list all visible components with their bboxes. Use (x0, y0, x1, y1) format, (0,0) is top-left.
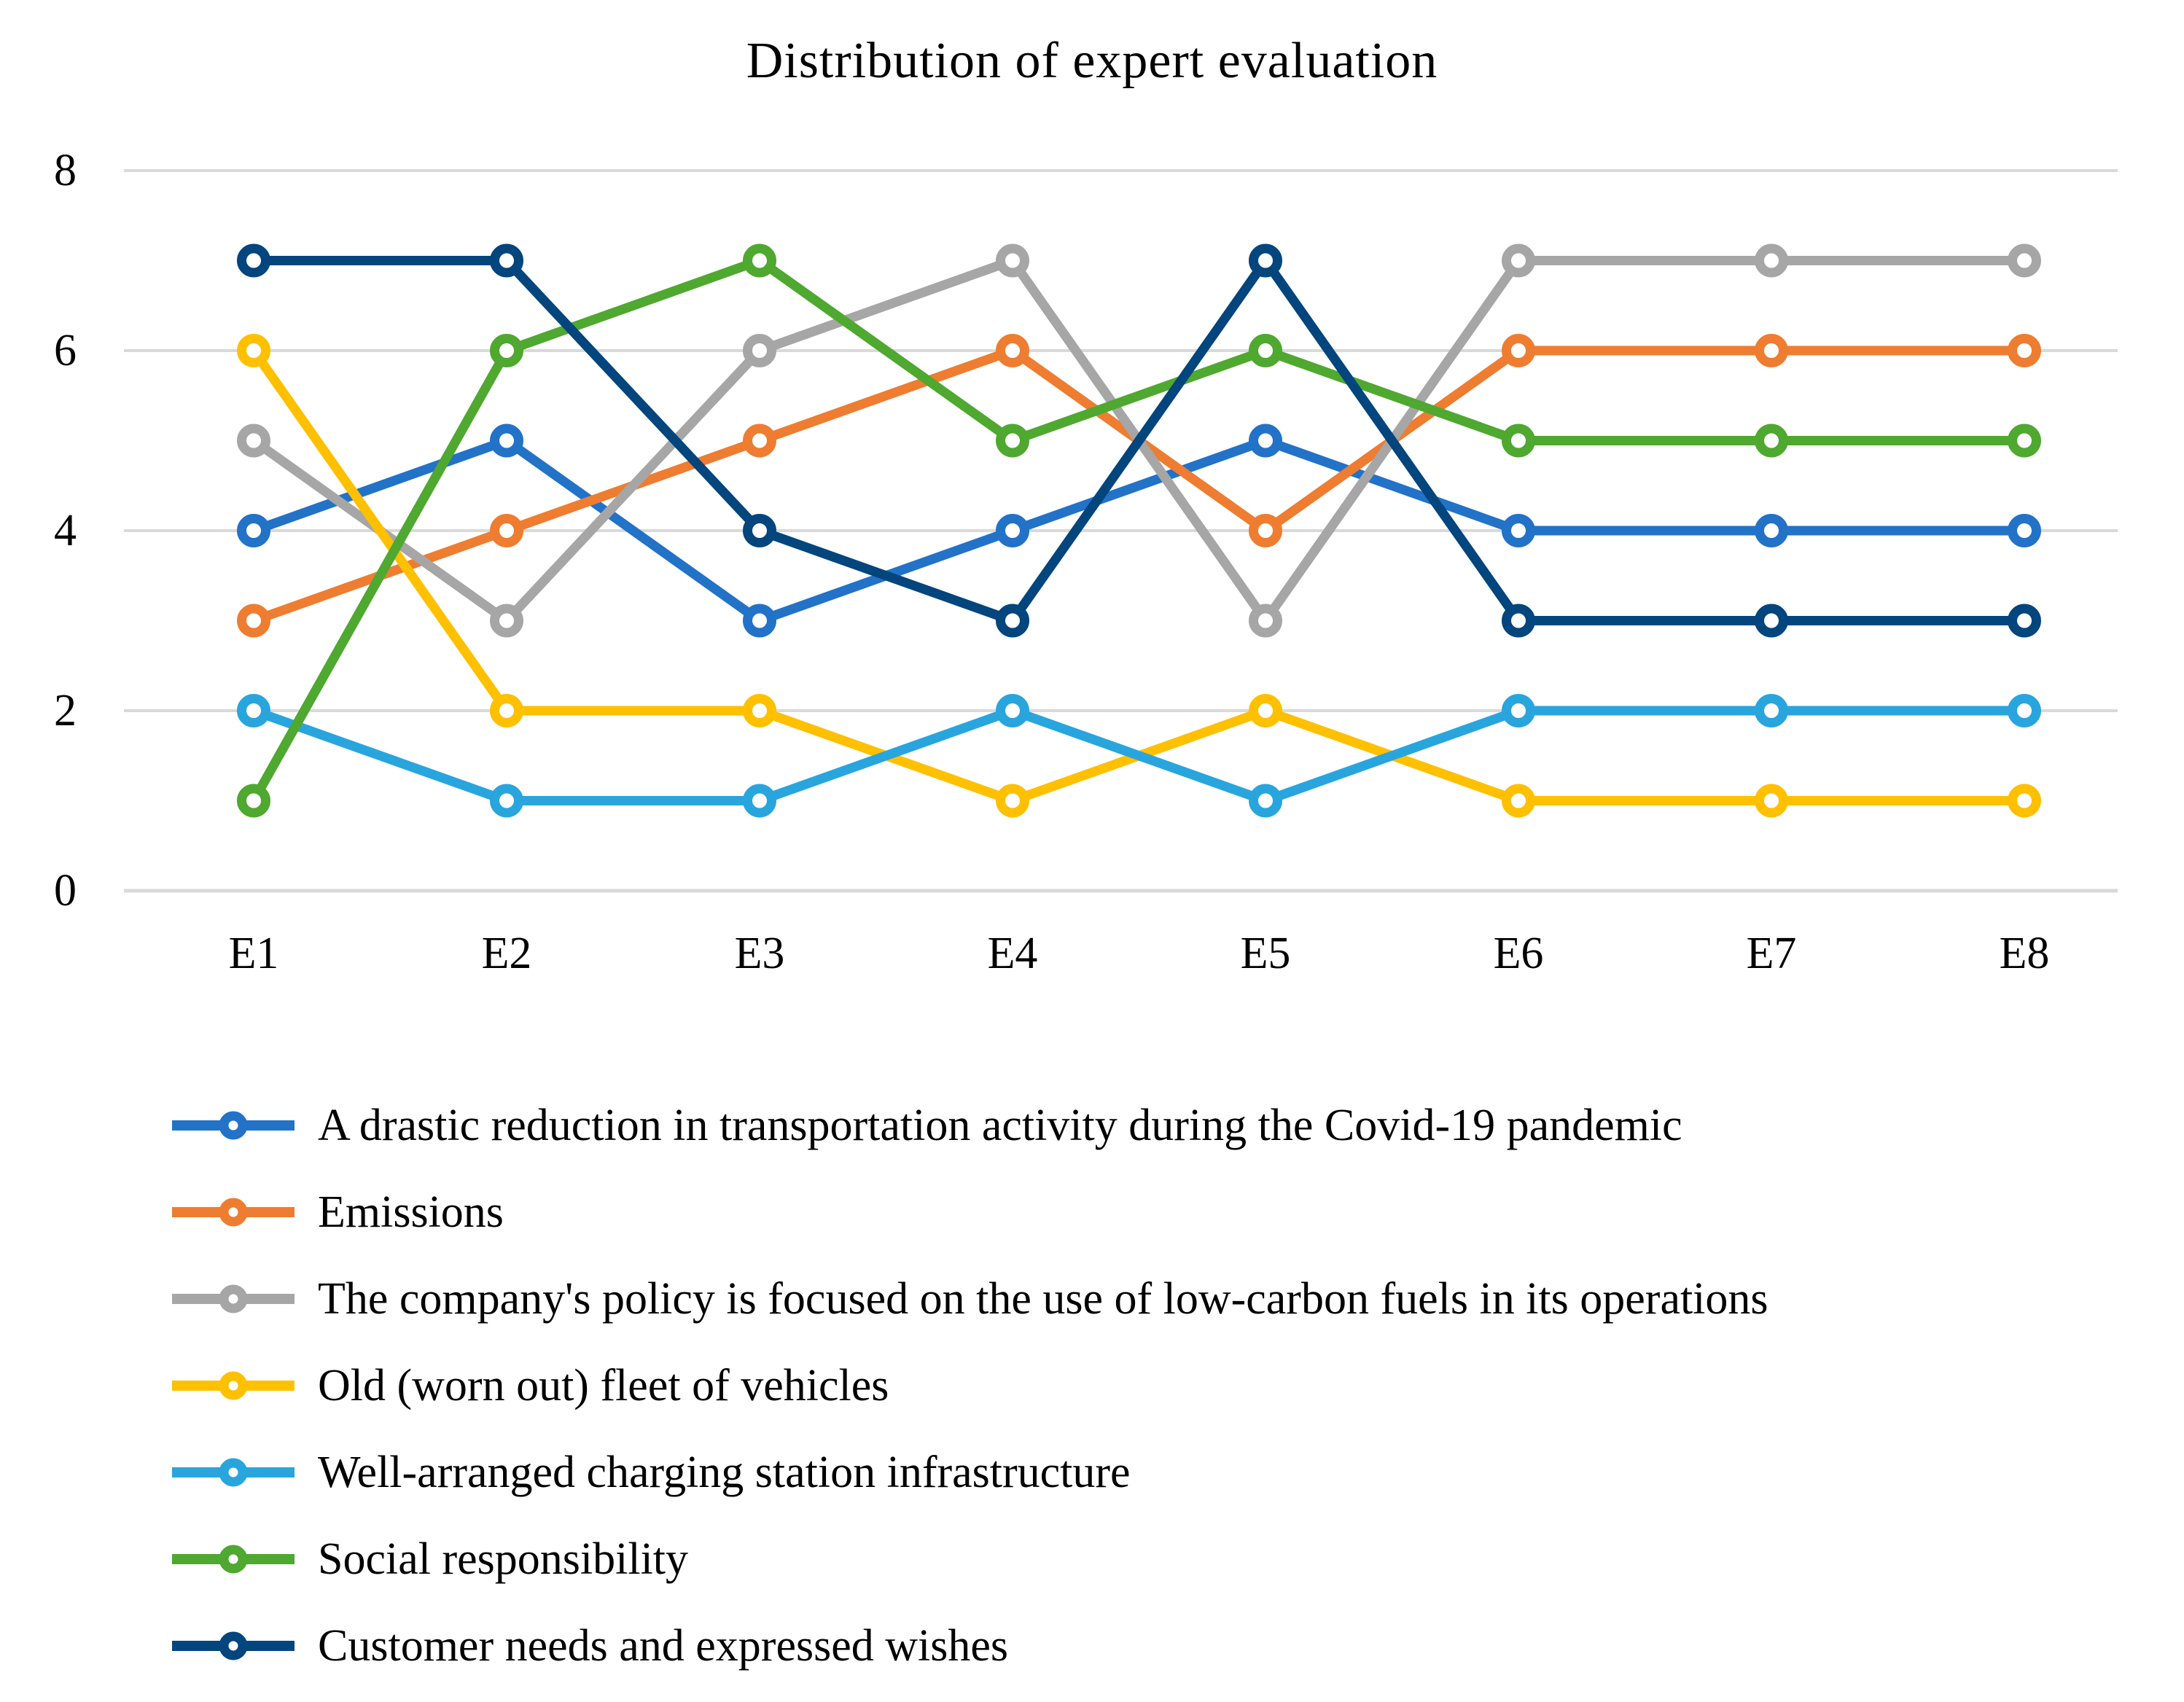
data-point-e6-customer-needs-and-expressed-wishes (1502, 604, 1535, 638)
series-line-customer-needs-and-expressed-wishes (249, 256, 2029, 625)
data-point-e7-emissions (1755, 334, 1788, 367)
data-point-e5-customer-needs-and-expressed-wishes (1249, 243, 1282, 278)
legend-item-label: Old (worn out) fleet of vehicles (318, 1360, 889, 1410)
data-point-e8-well-arranged-charging-station-infrastructure (2008, 694, 2041, 727)
legend-item-label: The company's policy is focused on the u… (318, 1273, 1768, 1324)
legend-item-label: Well-arranged charging station infrastru… (318, 1447, 1131, 1497)
data-point-e4-well-arranged-charging-station-infrastructure (996, 694, 1029, 727)
data-point-e3-social-responsibility (743, 243, 776, 278)
x-axis-tick-label: E3 (735, 929, 785, 978)
data-point-e4-social-responsibility (996, 423, 1029, 458)
legend-item-social-responsibility: Social responsibility (171, 1515, 1768, 1602)
data-point-e6-emissions (1502, 334, 1535, 367)
legend-marker-icon (172, 1545, 295, 1573)
data-point-e7-a-drastic-reduction-in-transportation-activity-d (1755, 514, 1788, 547)
legend-item-label: Emissions (318, 1187, 504, 1237)
legend-marker-icon (172, 1371, 295, 1400)
data-point-e8-the-company-s-policy-is-focused-on-the-use-of-lo (2008, 243, 2041, 278)
data-point-e8-emissions (2008, 334, 2041, 367)
data-point-e2-social-responsibility (490, 334, 523, 367)
data-point-e4-emissions (996, 334, 1029, 367)
data-point-e6-social-responsibility (1502, 423, 1535, 458)
series-line-a-drastic-reduction-in-transportation-activity-d (249, 436, 2029, 625)
data-point-e8-social-responsibility (2008, 423, 2041, 458)
data-point-e2-well-arranged-charging-station-infrastructure (490, 784, 523, 818)
data-point-e7-the-company-s-policy-is-focused-on-the-use-of-lo (1755, 243, 1788, 278)
chart-title: Distribution of expert evaluation (746, 33, 1438, 89)
legend-marker-icon (172, 1198, 295, 1226)
data-point-e3-customer-needs-and-expressed-wishes (743, 514, 776, 547)
data-point-e3-well-arranged-charging-station-infrastructure (743, 784, 776, 818)
data-point-e1-a-drastic-reduction-in-transportation-activity-d (237, 514, 270, 547)
data-point-e8-customer-needs-and-expressed-wishes (2008, 604, 2041, 638)
data-point-e1-emissions (237, 604, 270, 638)
legend-item-label: Social responsibility (318, 1534, 689, 1584)
data-point-e3-old-worn-out-fleet-of-vehicles (743, 694, 776, 727)
data-point-e6-the-company-s-policy-is-focused-on-the-use-of-lo (1502, 243, 1535, 278)
data-point-e4-old-worn-out-fleet-of-vehicles (996, 784, 1029, 818)
data-point-e2-a-drastic-reduction-in-transportation-activity-d (490, 423, 523, 458)
legend-marker-icon (172, 1284, 295, 1313)
data-point-e6-a-drastic-reduction-in-transportation-activity-d (1502, 514, 1535, 547)
data-point-e2-the-company-s-policy-is-focused-on-the-use-of-lo (490, 604, 523, 638)
y-axis-tick-label: 4 (54, 506, 77, 555)
legend-item-old-worn-out-fleet-of-vehicles: Old (worn out) fleet of vehicles (171, 1342, 1768, 1429)
x-axis-tick-label: E5 (1241, 929, 1291, 978)
legend-item-label: Customer needs and expressed wishes (318, 1620, 1009, 1671)
legend-item-a-drastic-reduction-in-transportation-activity-d: A drastic reduction in transportation ac… (171, 1082, 1768, 1168)
data-point-e1-customer-needs-and-expressed-wishes (237, 243, 270, 278)
legend-marker-icon (172, 1631, 295, 1660)
data-point-e1-well-arranged-charging-station-infrastructure (237, 694, 270, 727)
y-axis-tick-label: 0 (54, 866, 77, 916)
data-point-e8-old-worn-out-fleet-of-vehicles (2008, 784, 2041, 818)
x-axis-tick-label: E7 (1747, 929, 1797, 978)
series-line-old-worn-out-fleet-of-vehicles (249, 346, 2029, 805)
x-axis-tick-label: E6 (1494, 929, 1544, 978)
x-axis-tick-label: E1 (229, 929, 279, 978)
legend: A drastic reduction in transportation ac… (171, 1082, 1768, 1689)
data-point-e4-customer-needs-and-expressed-wishes (996, 604, 1029, 638)
data-point-e5-well-arranged-charging-station-infrastructure (1249, 784, 1282, 818)
data-point-e2-emissions (490, 514, 523, 547)
data-point-e5-the-company-s-policy-is-focused-on-the-use-of-lo (1249, 604, 1282, 638)
data-point-e1-social-responsibility (237, 784, 270, 818)
plot-area: 0 2 4 6 8 E1 E2 E3 E4 E5 E6 E7 E8 (54, 146, 2118, 978)
data-point-e4-the-company-s-policy-is-focused-on-the-use-of-lo (996, 243, 1029, 278)
legend-item-well-arranged-charging-station-infrastructure: Well-arranged charging station infrastru… (171, 1429, 1768, 1515)
data-point-e6-well-arranged-charging-station-infrastructure (1502, 694, 1535, 727)
data-point-e2-customer-needs-and-expressed-wishes (490, 243, 523, 278)
data-point-e7-well-arranged-charging-station-infrastructure (1755, 694, 1788, 727)
series-line-social-responsibility (249, 256, 2029, 805)
data-point-e5-old-worn-out-fleet-of-vehicles (1249, 694, 1282, 727)
x-axis-tick-label: E2 (482, 929, 532, 978)
y-axis-tick-label: 2 (54, 686, 77, 735)
legend-item-customer-needs-and-expressed-wishes: Customer needs and expressed wishes (171, 1602, 1768, 1689)
series-line-well-arranged-charging-station-infrastructure (249, 706, 2029, 805)
data-point-e7-old-worn-out-fleet-of-vehicles (1755, 784, 1788, 818)
data-point-e6-old-worn-out-fleet-of-vehicles (1502, 784, 1535, 818)
data-point-e5-social-responsibility (1249, 334, 1282, 367)
data-point-e7-customer-needs-and-expressed-wishes (1755, 604, 1788, 638)
data-point-e3-emissions (743, 423, 776, 458)
data-point-e1-the-company-s-policy-is-focused-on-the-use-of-lo (237, 423, 270, 458)
data-point-e3-the-company-s-policy-is-focused-on-the-use-of-lo (743, 334, 776, 367)
x-axis-tick-label: E8 (2000, 929, 2050, 978)
data-point-e5-a-drastic-reduction-in-transportation-activity-d (1249, 423, 1282, 458)
legend-marker-icon (172, 1111, 295, 1139)
data-point-e3-a-drastic-reduction-in-transportation-activity-d (743, 604, 776, 638)
data-point-e2-old-worn-out-fleet-of-vehicles (490, 694, 523, 727)
y-axis-tick-label: 8 (54, 146, 77, 195)
y-axis-tick-label: 6 (54, 326, 77, 375)
data-point-e5-emissions (1249, 514, 1282, 547)
legend-item-the-company-s-policy-is-focused-on-the-use-of-lo: The company's policy is focused on the u… (171, 1255, 1768, 1342)
data-point-e8-a-drastic-reduction-in-transportation-activity-d (2008, 514, 2041, 547)
legend-marker-icon (172, 1458, 295, 1486)
data-point-e1-old-worn-out-fleet-of-vehicles (237, 334, 270, 367)
data-point-e4-a-drastic-reduction-in-transportation-activity-d (996, 514, 1029, 547)
x-axis-tick-label: E4 (988, 929, 1038, 978)
data-point-e7-social-responsibility (1755, 423, 1788, 458)
legend-item-emissions: Emissions (171, 1168, 1768, 1255)
legend-item-label: A drastic reduction in transportation ac… (318, 1100, 1682, 1150)
